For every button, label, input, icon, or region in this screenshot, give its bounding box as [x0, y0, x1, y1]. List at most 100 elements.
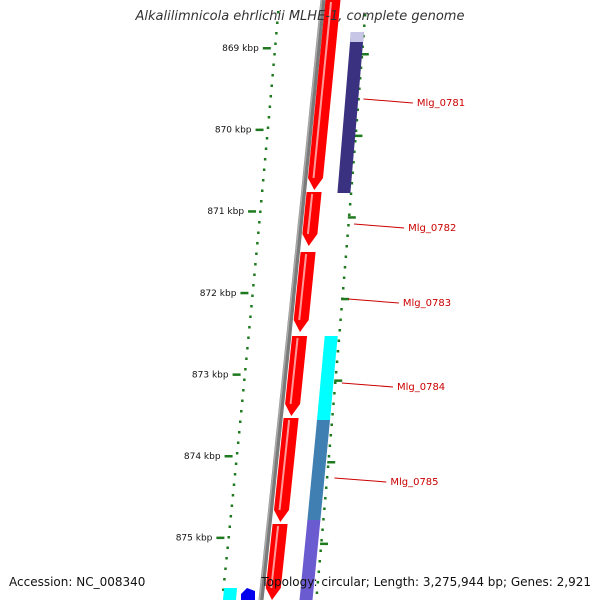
minor-tick: [270, 84, 273, 87]
gene-labels: Mlg_0781 Mlg_0782 Mlg_0783 Mlg_0784 Mlg_0785: [334, 98, 465, 488]
left-minor-ticks: [222, 11, 280, 591]
right-minor-ticks: [315, 14, 367, 594]
minor-tick: [345, 245, 348, 248]
major-tick: [224, 455, 233, 458]
minor-tick: [237, 431, 241, 434]
minor-tick: [341, 287, 345, 290]
minor-tick: [228, 525, 232, 528]
minor-tick: [360, 56, 364, 59]
minor-tick: [316, 581, 320, 584]
minor-tick: [258, 221, 261, 224]
minor-tick: [329, 434, 333, 437]
minor-tick: [357, 98, 360, 101]
minor-tick: [338, 329, 341, 332]
tick-label: 869 kbp: [222, 44, 259, 54]
minor-tick: [334, 381, 337, 384]
backbone-line: [258, 0, 326, 600]
gene-arrow-shine: [298, 253, 308, 321]
minor-tick: [337, 339, 341, 342]
minor-tick: [231, 494, 235, 497]
minor-tick: [339, 318, 342, 321]
minor-tick: [335, 360, 339, 363]
gene-arrow-shine: [278, 419, 291, 511]
minor-tick: [351, 171, 354, 174]
minor-tick: [318, 560, 321, 563]
tick-label: 872 kbp: [200, 289, 237, 299]
minor-tick: [358, 77, 362, 80]
feature-block-cap: [350, 32, 364, 42]
minor-tick: [223, 578, 226, 581]
minor-tick: [324, 486, 328, 489]
minor-tick: [348, 203, 352, 206]
minor-tick: [257, 231, 260, 234]
minor-tick: [245, 357, 248, 360]
minor-tick: [363, 14, 367, 17]
minor-tick: [244, 368, 247, 371]
minor-tick: [268, 105, 272, 108]
minor-tick: [343, 266, 347, 269]
major-tick: [320, 542, 329, 546]
major-tick: [354, 134, 363, 138]
minor-tick: [224, 567, 227, 570]
minor-tick: [269, 95, 273, 98]
major-tick: [334, 379, 343, 382]
minor-tick: [355, 119, 359, 122]
gene-label: Mlg_0782: [408, 223, 456, 234]
minor-tick: [267, 116, 271, 119]
gene-label: Mlg_0781: [417, 98, 465, 109]
minor-tick: [353, 150, 356, 153]
major-tick: [347, 216, 356, 219]
minor-tick: [263, 158, 267, 161]
minor-tick: [352, 161, 355, 164]
minor-tick: [276, 21, 279, 24]
tick-label: 873 kbp: [192, 370, 229, 380]
minor-tick: [230, 504, 234, 507]
minor-tick: [265, 137, 269, 140]
tick-label: 871 kbp: [207, 207, 244, 217]
minor-tick: [240, 410, 243, 413]
minor-tick: [222, 588, 225, 591]
minor-tick: [275, 32, 278, 35]
major-tick: [232, 373, 241, 376]
minor-tick: [271, 74, 274, 77]
accession-text: Accession: NC_008340: [9, 575, 146, 589]
minor-tick: [250, 305, 253, 308]
minor-tick: [260, 189, 264, 192]
feature-block: [223, 588, 237, 600]
minor-tick: [321, 528, 324, 531]
gene-arrow-shine: [312, 1, 332, 179]
feature-track: [223, 32, 364, 600]
minor-tick: [273, 53, 276, 56]
feature-block: [241, 588, 255, 600]
summary-text: Topology: circular; Length: 3,275,944 bp…: [261, 575, 591, 589]
minor-tick: [234, 462, 238, 465]
minor-tick: [264, 147, 268, 150]
minor-tick: [232, 483, 236, 486]
gene-label: Mlg_0784: [397, 382, 445, 393]
minor-tick: [266, 126, 270, 129]
minor-tick: [248, 326, 251, 329]
minor-tick: [344, 255, 348, 258]
minor-tick: [247, 336, 250, 339]
major-tick: [255, 128, 264, 132]
major-tick: [216, 536, 225, 540]
minor-tick: [347, 224, 350, 227]
major-tick: [262, 47, 271, 50]
minor-tick: [320, 539, 323, 542]
gene-arrow-shine: [270, 525, 280, 589]
feature-block: [317, 336, 338, 420]
feature-block: [307, 420, 330, 520]
minor-tick: [251, 294, 254, 297]
minor-tick: [254, 263, 257, 266]
minor-tick: [315, 591, 319, 594]
gene-arrow-shine: [306, 193, 314, 235]
minor-tick: [340, 308, 343, 311]
minor-tick: [276, 11, 280, 14]
leader-line: [348, 298, 399, 304]
map-title: Alkalilimnicola ehrlichii MLHE-1, comple…: [135, 9, 465, 24]
backbone-highlight: [258, 0, 323, 600]
minor-tick: [342, 276, 346, 279]
minor-tick: [233, 473, 237, 476]
minor-tick: [227, 536, 230, 539]
